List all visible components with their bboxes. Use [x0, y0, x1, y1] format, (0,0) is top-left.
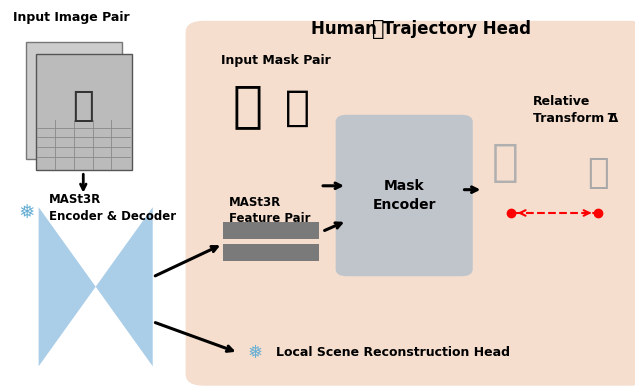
Text: 🚶: 🚶 — [492, 141, 518, 184]
Text: ❅: ❅ — [18, 203, 35, 222]
Text: T: T — [606, 112, 614, 125]
FancyBboxPatch shape — [186, 21, 640, 386]
Text: Relative
Transform Δ: Relative Transform Δ — [533, 95, 618, 125]
Text: MASt3R
Feature Pair: MASt3R Feature Pair — [229, 196, 310, 226]
Text: Input Mask Pair: Input Mask Pair — [221, 54, 330, 67]
Text: 🧍: 🧍 — [232, 82, 262, 130]
Text: MASt3R
Encoder & Decoder: MASt3R Encoder & Decoder — [49, 193, 176, 223]
FancyBboxPatch shape — [223, 222, 319, 239]
Text: 🚶: 🚶 — [587, 156, 609, 190]
Text: 🧍: 🧍 — [285, 87, 310, 129]
Text: 🚶: 🚶 — [72, 89, 94, 123]
FancyBboxPatch shape — [26, 42, 122, 159]
Polygon shape — [95, 207, 153, 366]
Text: Local Scene Reconstruction Head: Local Scene Reconstruction Head — [276, 346, 509, 359]
FancyBboxPatch shape — [335, 115, 473, 276]
Text: 🔥: 🔥 — [372, 18, 384, 39]
FancyBboxPatch shape — [36, 54, 132, 170]
Text: Mask
Encoder: Mask Encoder — [372, 179, 436, 212]
FancyBboxPatch shape — [223, 244, 319, 262]
Text: Human Trajectory Head: Human Trajectory Head — [311, 20, 531, 38]
Polygon shape — [38, 207, 95, 366]
Text: ❅: ❅ — [248, 344, 263, 362]
Text: Input Image Pair: Input Image Pair — [13, 11, 129, 24]
